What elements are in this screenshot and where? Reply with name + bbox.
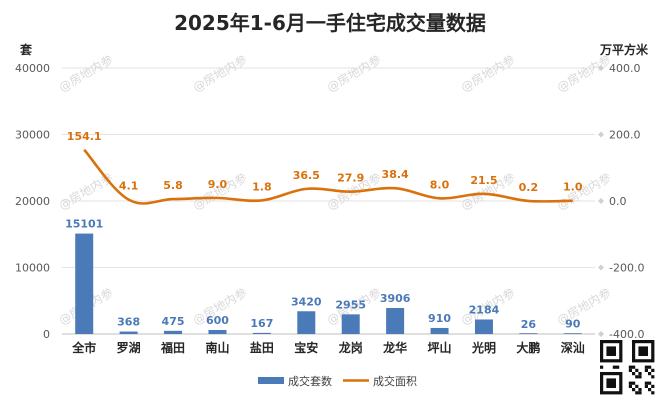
line-series [83, 148, 573, 205]
watermark: @房地内参 [554, 285, 613, 328]
data-labels: 15101 368 475 600 167 3420 2955 3906 910 2184 26 90… [65, 130, 583, 331]
bar [164, 330, 183, 334]
qr-code-icon [598, 338, 657, 397]
category-label: 坪山 [428, 340, 452, 355]
line-data-label: 1.0 [563, 181, 583, 194]
category-label: 福田 [160, 340, 185, 355]
bar-data-label: 368 [117, 316, 140, 329]
bar [341, 314, 360, 334]
grid-lines [62, 67, 595, 335]
bar-data-label: 26 [521, 318, 537, 331]
right-tick-marker [598, 198, 604, 204]
category-label: 大鹏 [516, 340, 540, 355]
category-label: 龙岗 [339, 340, 363, 355]
watermark: @房地内参 [56, 170, 115, 213]
category-label: 龙华 [383, 340, 407, 355]
left-tick-label: 20000 [15, 195, 50, 208]
bar [208, 330, 227, 334]
bar [297, 311, 316, 334]
legend-swatch-bar [258, 377, 284, 384]
right-tick-marker [598, 131, 604, 138]
bar [519, 333, 538, 334]
bar-data-label: 167 [250, 317, 273, 330]
bar [119, 331, 138, 334]
category-label: 深汕 [561, 340, 585, 355]
watermark: @房地内参 [190, 52, 249, 95]
axes: 0 10000 20000 30000 40000 -400.0 -200.0 0.0 200.… [15, 62, 644, 355]
line-data-label: 154.1 [67, 130, 102, 143]
bar [386, 308, 405, 334]
bar-data-label: 2955 [335, 298, 366, 311]
area-line [83, 148, 573, 205]
left-axis-unit: 套 [19, 42, 33, 57]
bar-data-label: 600 [206, 314, 229, 327]
right-tick-label: 200.0 [609, 129, 641, 142]
legend-label-bar: 成交套数 [288, 374, 332, 388]
category-label: 盐田 [250, 340, 274, 355]
right-tick-label: -400.0 [609, 328, 644, 341]
watermark: @房地内参 [324, 52, 383, 95]
line-data-label: 0.2 [519, 181, 539, 194]
category-label: 南山 [205, 340, 229, 355]
bar-data-label: 3906 [380, 292, 411, 305]
bar [75, 233, 94, 334]
bar-data-label: 475 [162, 315, 185, 328]
bar [252, 332, 271, 334]
category-label: 罗湖 [117, 340, 141, 355]
right-tick-label: -200.0 [609, 262, 644, 275]
right-tick-label: 0.0 [609, 195, 627, 208]
bar-data-label: 90 [565, 317, 581, 330]
right-tick-marker [598, 331, 604, 337]
legend-label-line: 成交面积 [373, 374, 417, 388]
bar [430, 327, 449, 334]
bar [563, 333, 582, 334]
line-data-label: 36.5 [293, 169, 320, 182]
line-data-label: 9.0 [208, 178, 228, 191]
bar-data-label: 2184 [469, 303, 500, 316]
bar [474, 319, 493, 334]
category-label: 全市 [71, 340, 96, 355]
watermark: @房地内参 [56, 52, 115, 95]
bar-series [75, 233, 582, 334]
line-data-label: 38.4 [382, 168, 409, 181]
category-label: 宝安 [294, 340, 318, 355]
line-data-label: 27.9 [337, 172, 364, 185]
watermark: @房地内参 [554, 52, 613, 95]
left-tick-label: 0 [43, 328, 50, 341]
bar-data-label: 3420 [291, 295, 322, 308]
bar-data-label: 910 [428, 312, 451, 325]
left-tick-label: 30000 [15, 129, 50, 142]
left-tick-label: 40000 [15, 62, 50, 75]
right-tick-marker [598, 65, 604, 71]
line-data-label: 21.5 [470, 174, 497, 187]
left-tick-label: 10000 [15, 262, 50, 275]
chart-title: 2025年1-6月一手住宅成交量数据 [174, 11, 486, 35]
legend: 成交套数 成交面积 [258, 374, 417, 388]
line-data-label: 4.1 [119, 180, 139, 193]
line-data-label: 1.8 [252, 180, 272, 193]
bar-data-label: 15101 [65, 218, 103, 231]
watermark: @房地内参 [458, 52, 517, 95]
right-tick-marker [598, 264, 604, 271]
right-axis-unit: 万平方米 [599, 42, 649, 57]
category-label: 光明 [471, 340, 496, 355]
watermark: @房地内参 [190, 170, 249, 213]
right-tick-label: 400.0 [609, 62, 641, 75]
line-data-label: 8.0 [430, 178, 450, 191]
line-data-label: 5.8 [163, 179, 183, 192]
